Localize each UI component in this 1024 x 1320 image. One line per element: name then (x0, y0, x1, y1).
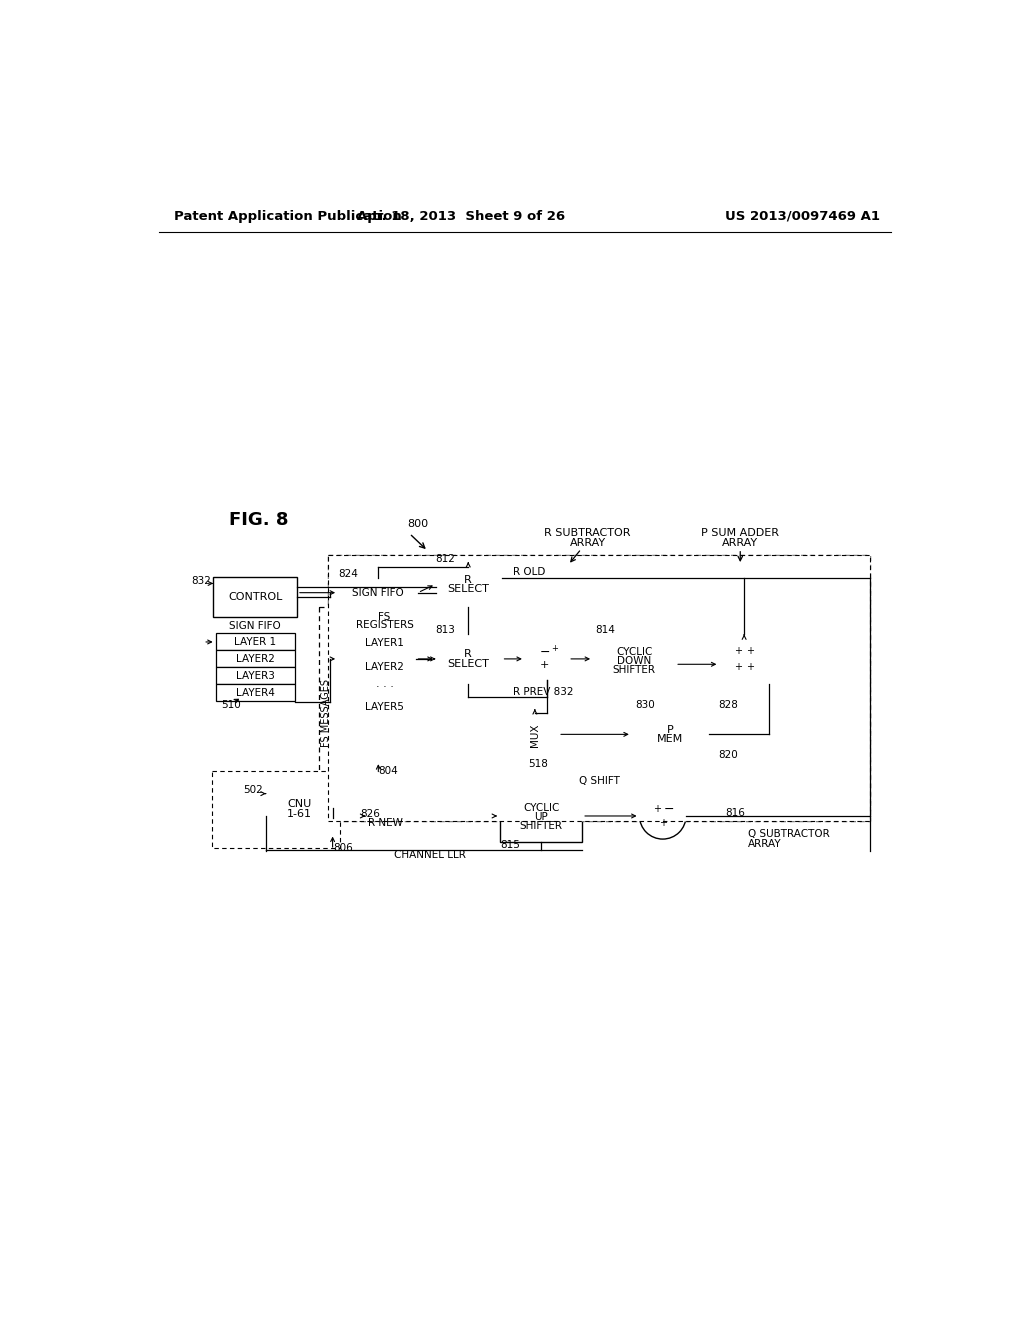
Text: +: + (746, 647, 755, 656)
Text: FIG. 8: FIG. 8 (228, 511, 288, 529)
Text: 510: 510 (221, 700, 241, 710)
Text: ARRAY: ARRAY (569, 537, 605, 548)
Text: SIGN FIFO: SIGN FIFO (229, 620, 281, 631)
Bar (435, 562, 502, 607)
Text: 824: 824 (338, 569, 358, 579)
Text: 502: 502 (243, 785, 263, 795)
Bar (213, 577, 297, 616)
Bar (216, 634, 295, 651)
Circle shape (719, 635, 769, 684)
Text: LAYER2: LAYER2 (366, 663, 403, 672)
Text: R SUBTRACTOR: R SUBTRACTOR (545, 528, 631, 539)
Text: MEM: MEM (657, 734, 684, 744)
Text: Apr. 18, 2013  Sheet 9 of 26: Apr. 18, 2013 Sheet 9 of 26 (357, 210, 565, 223)
Text: 815: 815 (500, 841, 520, 850)
Text: 804: 804 (378, 766, 398, 776)
Text: +: + (658, 818, 667, 828)
Circle shape (524, 638, 568, 681)
Text: . . .: . . . (376, 678, 393, 689)
Text: 812: 812 (435, 554, 456, 564)
Text: R OLD: R OLD (513, 566, 546, 577)
Text: 820: 820 (719, 750, 738, 760)
Text: +: + (734, 661, 742, 672)
Text: +: + (746, 661, 755, 672)
Text: LAYER4: LAYER4 (236, 688, 274, 698)
Bar (216, 651, 295, 668)
Text: CHANNEL LLR: CHANNEL LLR (394, 850, 466, 861)
Text: CYCLIC: CYCLIC (615, 647, 652, 657)
Text: REGISTERS: REGISTERS (355, 620, 414, 630)
Text: UP: UP (535, 812, 548, 822)
Bar (328, 554, 870, 821)
Text: 814: 814 (595, 626, 615, 635)
Text: MUX: MUX (529, 723, 540, 747)
Text: Patent Application Publication: Patent Application Publication (174, 210, 402, 223)
Text: LAYER 1: LAYER 1 (234, 638, 276, 647)
Text: SHIFTER: SHIFTER (612, 665, 655, 676)
Text: R: R (464, 649, 472, 659)
Text: LAYER1: LAYER1 (366, 638, 403, 648)
Text: DOWN: DOWN (616, 656, 651, 667)
Text: 828: 828 (719, 700, 738, 710)
Text: +: + (541, 660, 550, 671)
Text: LAYER3: LAYER3 (236, 671, 274, 681)
Text: ARRAY: ARRAY (722, 537, 759, 548)
Bar (216, 684, 295, 701)
Bar (212, 771, 340, 849)
Text: R: R (464, 574, 472, 585)
Text: 800: 800 (407, 519, 428, 529)
Text: ARRAY: ARRAY (748, 838, 781, 849)
Text: SELECT: SELECT (447, 659, 489, 669)
Text: CNU: CNU (287, 800, 311, 809)
Bar (328, 554, 870, 821)
Text: FS: FS (378, 611, 391, 622)
Text: 1-61: 1-61 (287, 809, 311, 818)
Bar (216, 668, 295, 684)
Text: +: + (551, 644, 558, 652)
Bar (593, 635, 675, 694)
Bar (318, 607, 442, 817)
Text: FS MESSAGES: FS MESSAGES (321, 678, 331, 747)
Text: +: + (652, 804, 660, 814)
Text: 813: 813 (435, 626, 456, 635)
Text: +: + (734, 647, 742, 656)
Text: 830: 830 (636, 700, 655, 710)
Bar (349, 634, 420, 652)
Text: P SUM ADDER: P SUM ADDER (701, 528, 779, 539)
Text: R NEW: R NEW (369, 818, 403, 828)
Bar (266, 784, 333, 834)
Bar (512, 709, 558, 762)
Text: SHIFTER: SHIFTER (519, 821, 562, 832)
Bar (349, 697, 420, 715)
Bar (349, 659, 420, 677)
Text: −: − (664, 803, 674, 816)
Text: −: − (540, 647, 550, 659)
Text: Q SUBTRACTOR: Q SUBTRACTOR (748, 829, 829, 840)
Circle shape (640, 793, 686, 840)
Text: LAYER2: LAYER2 (236, 653, 274, 664)
Bar (435, 635, 502, 684)
Bar (338, 607, 431, 758)
Text: P: P (667, 725, 674, 735)
Text: LAYER5: LAYER5 (366, 702, 403, 711)
Text: 816: 816 (725, 808, 744, 818)
Text: Q SHIFT: Q SHIFT (579, 776, 620, 785)
Bar (338, 578, 418, 607)
Text: CYCLIC: CYCLIC (523, 803, 559, 813)
Text: 826: 826 (360, 809, 380, 818)
Text: R PREV 832: R PREV 832 (513, 686, 573, 697)
Bar (632, 709, 710, 759)
Text: 832: 832 (191, 576, 211, 586)
Text: 518: 518 (528, 759, 548, 768)
Text: SIGN FIFO: SIGN FIFO (351, 587, 403, 598)
Text: 806: 806 (334, 842, 353, 853)
Text: US 2013/0097469 A1: US 2013/0097469 A1 (725, 210, 880, 223)
Bar (500, 628, 795, 697)
Text: CONTROL: CONTROL (228, 591, 283, 602)
Bar (500, 789, 583, 842)
Text: SELECT: SELECT (447, 583, 489, 594)
